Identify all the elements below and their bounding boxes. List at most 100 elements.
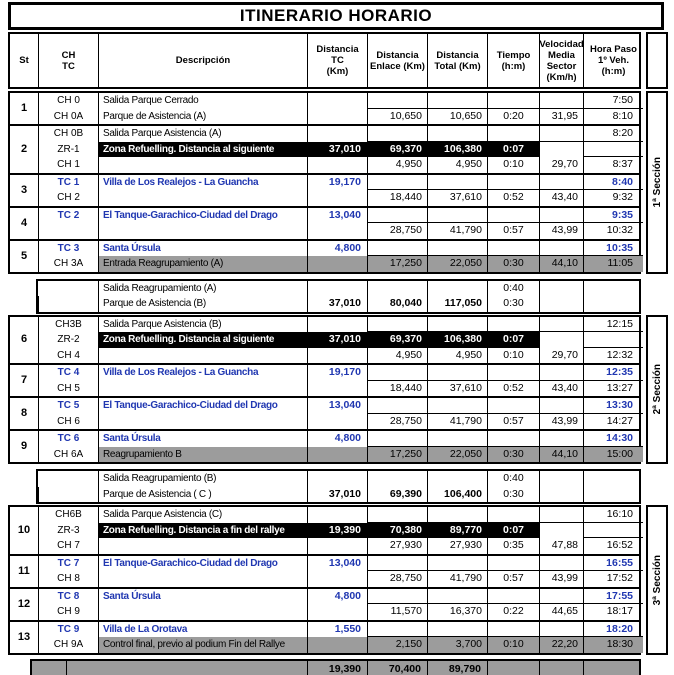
distance-tc: 37,010	[307, 141, 367, 157]
avg-speed: 29,70	[539, 157, 583, 173]
time	[487, 174, 539, 190]
itinerary-group: 5 TC 3 Santa Úrsula 4,800 10:35 CH 3A Entrada …	[8, 238, 643, 274]
description	[98, 157, 307, 173]
pass-time	[583, 332, 643, 348]
pass-time: 13:27	[583, 380, 643, 396]
control-code: CH3B	[38, 316, 98, 332]
control-code: TC 3	[38, 240, 98, 256]
distance-tc: 13,040	[307, 398, 367, 414]
distance-link: 80,040	[367, 296, 427, 312]
avg-speed	[539, 174, 583, 190]
avg-speed: 44,65	[539, 604, 583, 620]
stage-number: 8	[20, 407, 28, 419]
control-code: CH 0	[38, 93, 98, 109]
subtotal-spacer	[32, 661, 66, 675]
stage-number: 2	[20, 142, 28, 155]
time: 0:07	[487, 332, 539, 348]
column-header-st: St	[19, 55, 29, 66]
control-code: CH 6	[38, 413, 98, 429]
distance-link	[367, 126, 427, 142]
column-header-distancia-enlace: Distancia Enlace (Km)	[367, 34, 427, 87]
time	[487, 126, 539, 142]
avg-speed	[539, 207, 583, 223]
stage-number: 4	[20, 216, 28, 229]
control-code: CH 4	[38, 347, 98, 363]
time: 0:10	[487, 347, 539, 363]
stage-number: 3	[20, 183, 28, 196]
distance-link: 27,930	[367, 538, 427, 554]
distance-link	[367, 555, 427, 571]
distance-link: 28,750	[367, 571, 427, 587]
description	[98, 538, 307, 554]
time: 0:57	[487, 223, 539, 239]
description: Santa Úrsula	[98, 240, 307, 256]
avg-speed	[539, 280, 583, 296]
avg-speed	[539, 296, 583, 312]
distance-total: 41,790	[427, 223, 487, 239]
distance-tc	[307, 380, 367, 396]
itinerary-group: 12 TC 8 Santa Úrsula 4,800 17:55 CH 9 11,570 16…	[8, 586, 643, 622]
avg-speed	[539, 141, 583, 157]
column-header-ch-tc: CH TC	[38, 34, 98, 87]
description: Villa de La Orotava	[98, 621, 307, 637]
reagroup-block: Salida Reagrupamiento (A) 0:40 Parque de A…	[36, 278, 641, 314]
itinerary-group: 8 TC 5 El Tanque-Garachico-Ciudad del Drag…	[8, 396, 643, 431]
description	[98, 571, 307, 587]
distance-tc: 4,800	[307, 588, 367, 604]
description: Salida Parque Asistencia (B)	[98, 316, 307, 332]
stage-number: 5	[20, 249, 28, 262]
distance-total: 89,770	[427, 522, 487, 538]
distance-tc	[307, 190, 367, 206]
description: Parque de Asistencia (B)	[98, 296, 307, 312]
distance-total: 27,930	[427, 538, 487, 554]
description	[98, 604, 307, 620]
distance-total	[427, 207, 487, 223]
time	[487, 207, 539, 223]
pass-time	[583, 522, 643, 538]
pass-time: 18:30	[583, 637, 643, 653]
pass-time: 18:17	[583, 604, 643, 620]
itinerary-table: St CH TC Descripción Distancia TC (Km) D…	[8, 32, 643, 675]
time: 0:20	[487, 108, 539, 124]
distance-total: 41,790	[427, 413, 487, 429]
distance-link	[367, 507, 427, 523]
distance-total	[427, 471, 487, 487]
distance-tc	[307, 604, 367, 620]
distance-tc	[307, 538, 367, 554]
stage-number: 1	[20, 102, 28, 114]
description	[98, 190, 307, 206]
distance-link	[367, 588, 427, 604]
control-code	[38, 471, 98, 487]
description: El Tanque-Garachico-Ciudad del Drago	[98, 398, 307, 414]
time	[487, 507, 539, 523]
control-code: CH 9	[38, 604, 98, 620]
distance-total	[427, 280, 487, 296]
control-code: ZR-3	[38, 522, 98, 538]
column-header-distancia-total: Distancia Total (Km)	[427, 34, 487, 87]
distance-tc: 37,010	[307, 486, 367, 502]
distance-total	[427, 93, 487, 109]
distance-tc: 4,800	[307, 431, 367, 447]
distance-tc: 4,800	[307, 240, 367, 256]
distance-tc: 13,040	[307, 207, 367, 223]
avg-speed: 31,95	[539, 108, 583, 124]
distance-total: 22,050	[427, 446, 487, 462]
distance-total: 3,700	[427, 637, 487, 653]
column-header-tiempo: Tiempo (h:m)	[487, 34, 539, 87]
description: Zona Refuelling. Distancia al siguiente	[98, 332, 307, 348]
time: 0:40	[487, 280, 539, 296]
description	[98, 413, 307, 429]
control-code: CH 2	[38, 190, 98, 206]
distance-link: 28,750	[367, 223, 427, 239]
pass-time: 11:05	[583, 256, 643, 272]
distance-total: 117,050	[427, 296, 487, 312]
control-code: ZR-2	[38, 332, 98, 348]
control-code	[38, 296, 98, 312]
description: Villa de Los Realejos - La Guancha	[98, 174, 307, 190]
distance-tc	[307, 108, 367, 124]
distance-link	[367, 280, 427, 296]
reagroup-block: Salida Reagrupamiento (B) 0:40 Parque de A…	[36, 469, 641, 504]
control-code: TC 8	[38, 588, 98, 604]
distance-tc	[307, 637, 367, 653]
